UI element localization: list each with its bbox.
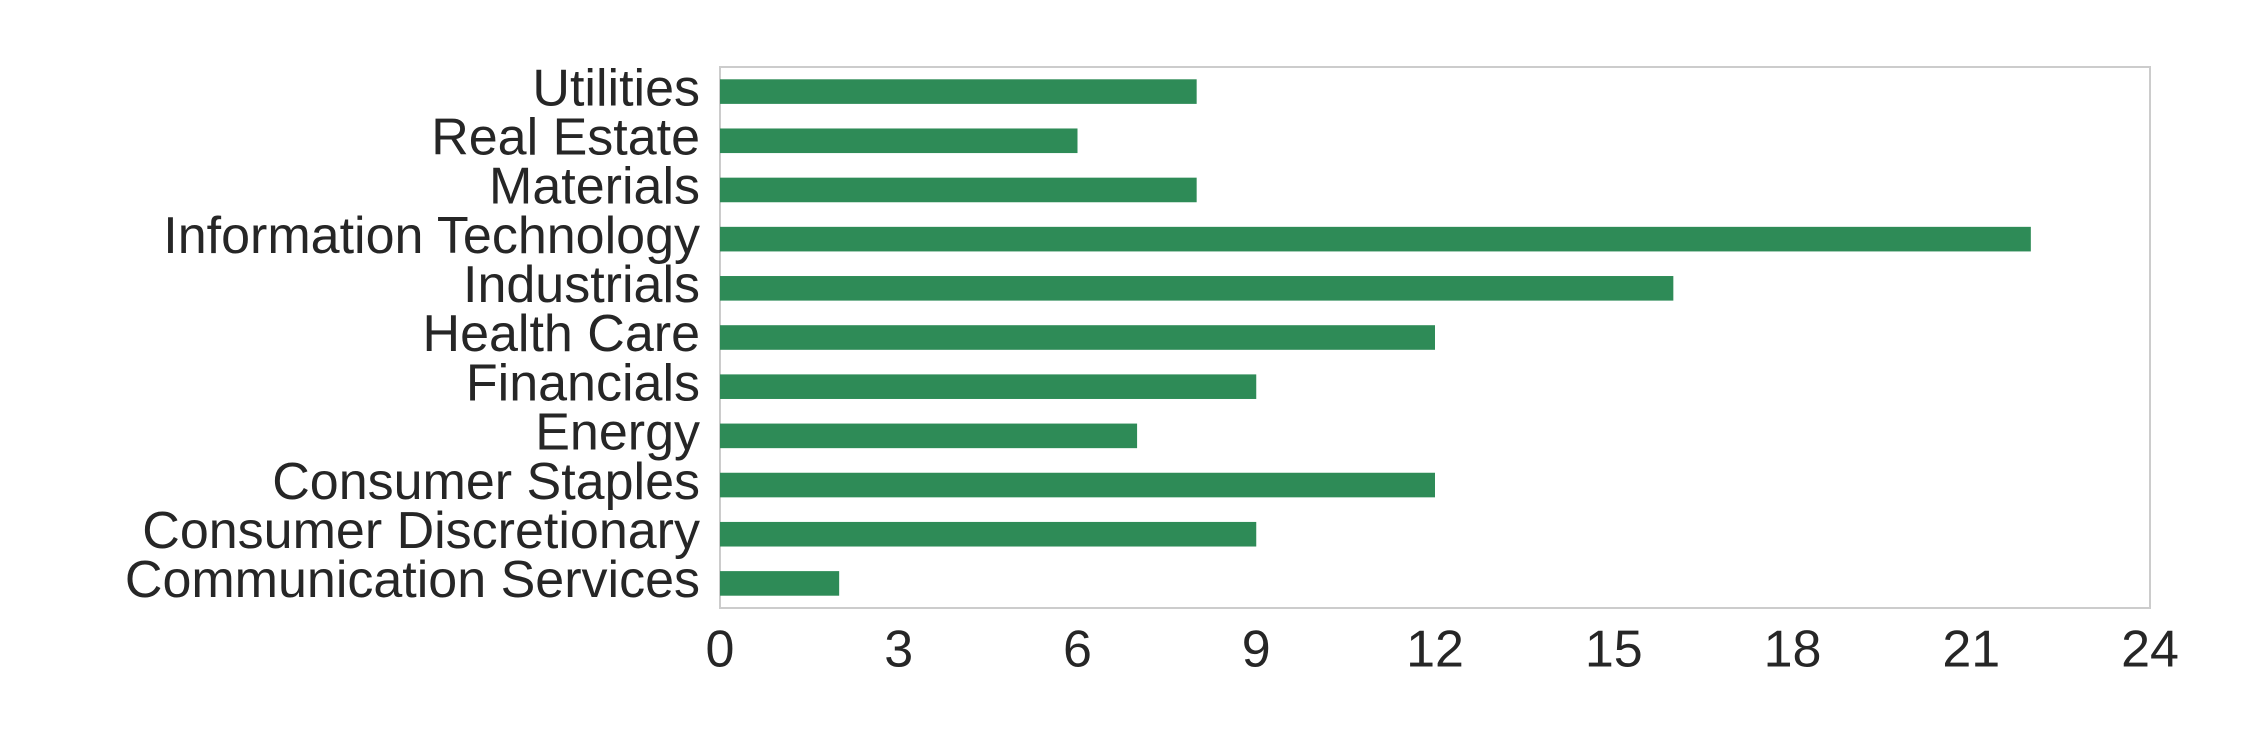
x-tick-label: 21 (1942, 621, 2000, 679)
x-tick-label: 15 (1585, 621, 1643, 679)
bar (720, 128, 1078, 154)
y-tick-label: Materials (489, 158, 700, 216)
x-tick-label: 18 (1764, 621, 1822, 679)
bar (720, 571, 840, 596)
y-tick-label: Consumer Staples (272, 453, 700, 511)
x-tick-label: 0 (706, 621, 735, 679)
y-tick-label: Financials (466, 354, 700, 412)
x-tick-label: 9 (1242, 621, 1271, 679)
bar (720, 177, 1197, 203)
y-tick-label: Utilities (532, 59, 700, 117)
x-tick-label: 6 (1063, 621, 1092, 679)
y-tick-label: Health Care (423, 305, 700, 363)
bar (720, 472, 1435, 498)
x-tick-label: 12 (1406, 621, 1464, 679)
bar (720, 276, 1674, 301)
x-tick-label: 3 (884, 621, 913, 679)
bar (720, 226, 2031, 252)
bar (720, 521, 1257, 547)
y-tick-label: Real Estate (431, 109, 700, 167)
bar (720, 79, 1197, 104)
x-tick-label: 24 (2121, 621, 2179, 679)
bar (720, 325, 1435, 350)
bar (720, 423, 1138, 449)
y-tick-label: Industrials (463, 256, 700, 314)
bar (720, 374, 1257, 399)
y-tick-label: Communication Services (125, 551, 700, 609)
y-tick-label: Information Technology (163, 207, 700, 265)
y-tick-label: Energy (535, 404, 700, 462)
y-tick-label: Consumer Discretionary (142, 502, 700, 560)
